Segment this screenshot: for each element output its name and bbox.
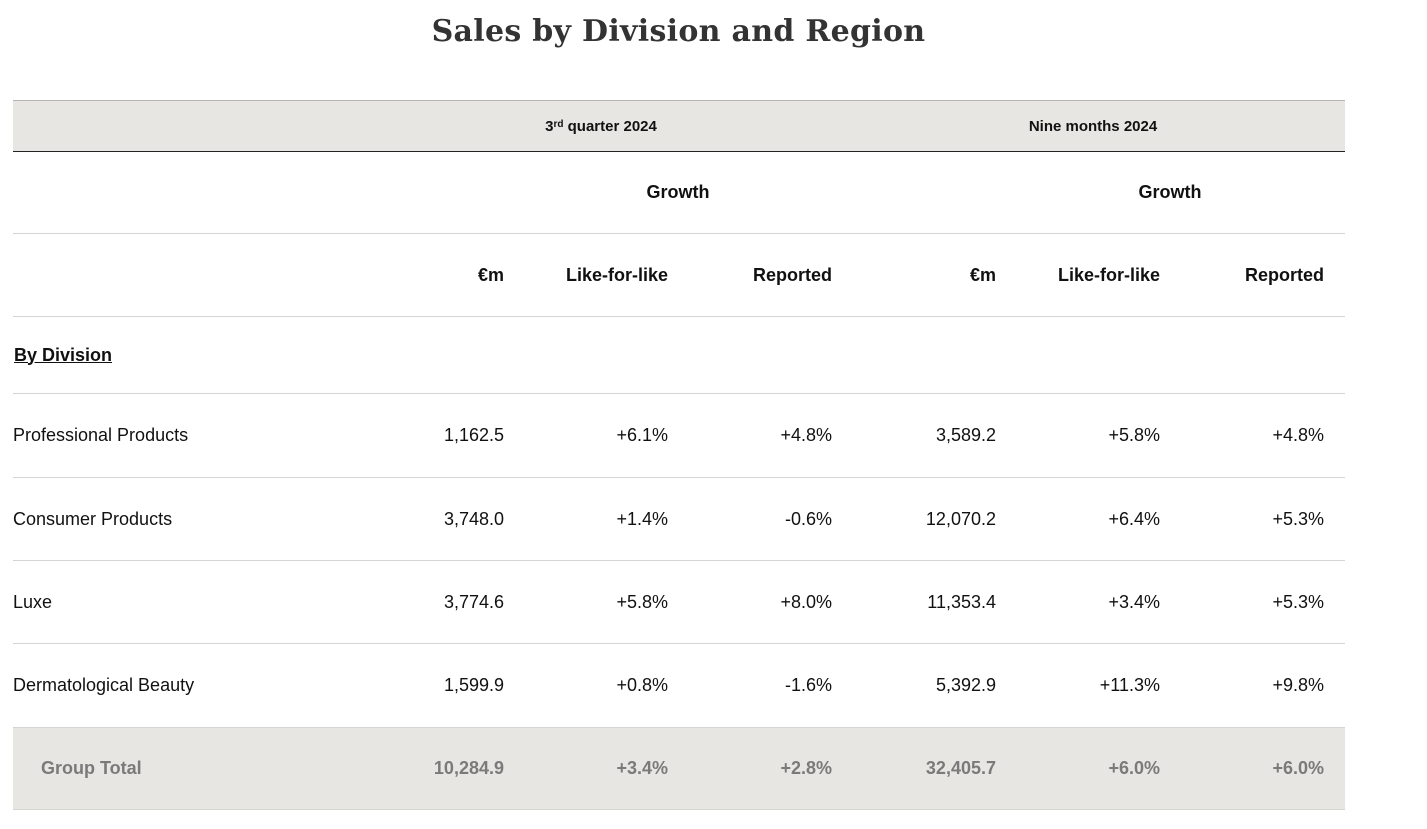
cell-nm-reported: +5.3%: [1272, 591, 1324, 612]
col-q3-amount: €m: [477, 264, 504, 285]
row-label: Luxe: [13, 591, 53, 612]
table-row: Luxe 3,774.6 +5.8% +8.0% 11,353.4 +3.4% …: [13, 561, 1345, 644]
growth-q3-label: Growth: [646, 182, 710, 202]
row-label: Professional Products: [13, 425, 189, 445]
section-title-by-division: By Division: [14, 344, 113, 365]
cell-q3-lfl: +1.4%: [616, 508, 668, 529]
cell-nm-lfl: +6.4%: [1108, 508, 1160, 529]
cell-nm-lfl: +5.8%: [1108, 425, 1160, 445]
cell-q3-reported: +4.8%: [780, 425, 832, 445]
cell-q3-reported: -1.6%: [784, 675, 832, 695]
period-q3-prefix: 3: [545, 117, 554, 135]
cell-q3-lfl: +0.8%: [616, 675, 668, 695]
cell-nm-amount: 3,589.2: [935, 425, 996, 445]
total-nm-reported: +6.0%: [1272, 758, 1324, 778]
cell-nm-reported: +4.8%: [1272, 425, 1324, 445]
cell-q3-amount: 3,748.0: [443, 508, 504, 529]
growth-header-row: Growth Growth: [13, 152, 1345, 234]
cell-q3-amount: 1,162.5: [443, 425, 504, 445]
cell-nm-amount: 5,392.9: [935, 675, 996, 695]
growth-nine-months-label: Growth: [1138, 182, 1202, 202]
cell-q3-amount: 1,599.9: [443, 675, 504, 695]
cell-nm-reported: +9.8%: [1272, 675, 1324, 695]
section-row: By Division: [13, 317, 1345, 394]
cell-nm-reported: +5.3%: [1272, 508, 1324, 529]
total-nm-amount: 32,405.7: [925, 758, 996, 778]
table-row: Consumer Products 3,748.0 +1.4% -0.6% 12…: [13, 478, 1345, 561]
cell-q3-reported: +8.0%: [780, 591, 832, 612]
col-q3-reported: Reported: [752, 264, 832, 285]
cell-q3-amount: 3,774.6: [443, 591, 504, 612]
total-nm-lfl: +6.0%: [1108, 758, 1160, 778]
total-row: Group Total 10,284.9 +3.4% +2.8% 32,405.…: [13, 727, 1345, 810]
table-row: Professional Products 1,162.5 +6.1% +4.8…: [13, 394, 1345, 478]
col-q3-lfl: Like-for-like: [565, 264, 668, 285]
cell-nm-amount: 11,353.4: [927, 591, 996, 612]
col-nm-lfl: Like-for-like: [1057, 264, 1160, 285]
cell-q3-reported: -0.6%: [784, 508, 832, 529]
cell-q3-lfl: +6.1%: [616, 425, 668, 445]
total-label: Group Total: [41, 758, 142, 778]
total-q3-reported: +2.8%: [780, 758, 832, 778]
row-label: Dermatological Beauty: [13, 675, 195, 695]
cell-q3-lfl: +5.8%: [616, 591, 668, 612]
col-nm-amount: €m: [969, 264, 996, 285]
period-nine-months-header: Nine months 2024: [1028, 117, 1158, 135]
cell-nm-amount: 12,070.2: [925, 508, 996, 529]
total-q3-amount: 10,284.9: [433, 758, 504, 778]
column-header-row: €m Like-for-like Reported €m Like-for-li…: [13, 234, 1345, 317]
cell-nm-lfl: +3.4%: [1108, 591, 1160, 612]
total-q3-lfl: +3.4%: [616, 758, 668, 778]
cell-nm-lfl: +11.3%: [1099, 675, 1160, 695]
row-label: Consumer Products: [13, 508, 173, 529]
period-q3-suffix: quarter 2024: [563, 117, 657, 135]
page-title: Sales by Division and Region: [431, 14, 926, 49]
table-row: Dermatological Beauty 1,599.9 +0.8% -1.6…: [13, 644, 1345, 727]
col-nm-reported: Reported: [1244, 264, 1324, 285]
